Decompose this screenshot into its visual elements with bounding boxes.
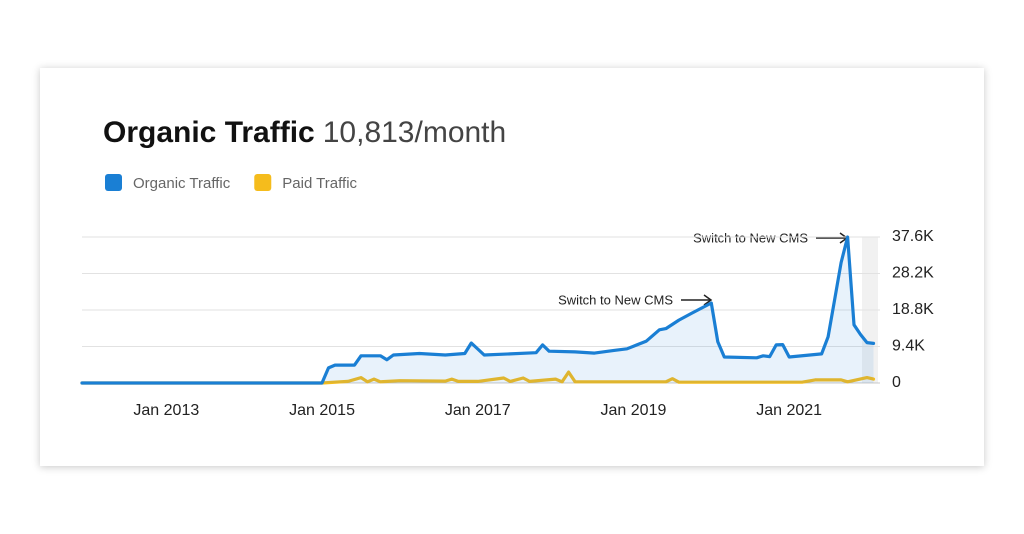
y-tick-label: 18.8K <box>892 301 934 318</box>
y-tick-label: 0 <box>892 374 901 391</box>
x-tick-label: Jan 2019 <box>601 402 667 419</box>
legend-label: Paid Traffic <box>282 175 357 192</box>
title-metric: 10,813/month <box>323 116 506 149</box>
annotation: Switch to New CMS <box>693 230 808 245</box>
title-text: Organic Traffic <box>103 116 315 149</box>
area <box>82 237 874 383</box>
legend-swatch <box>105 174 122 191</box>
y-tick-label: 37.6K <box>892 228 934 245</box>
y-tick-label: 9.4K <box>892 338 925 355</box>
line <box>80 235 876 385</box>
annotation: Switch to New CMS <box>558 292 673 307</box>
legend-label: Organic Traffic <box>133 175 231 192</box>
legend-swatch <box>254 174 272 191</box>
x-tick-label: Jan 2013 <box>133 402 199 419</box>
x-tick-label: Jan 2021 <box>756 402 822 419</box>
x-tick-label: Jan 2015 <box>289 402 355 419</box>
card <box>40 68 984 466</box>
y-tick-label: 28.2K <box>892 265 934 282</box>
chart-title: Organic Traffic 10,813/month <box>103 116 506 149</box>
annotation-arrowhead <box>703 294 713 306</box>
line <box>80 370 876 385</box>
x-tick-label: Jan 2017 <box>445 402 511 419</box>
